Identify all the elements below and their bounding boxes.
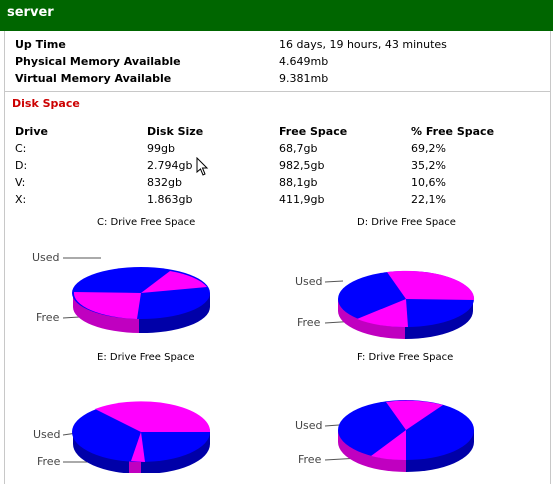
chart-d-title: D: Drive Free Space <box>357 217 456 228</box>
content-panel: Up Time 16 days, 19 hours, 43 minutes Ph… <box>4 31 551 484</box>
drive-cell: V: <box>15 176 26 189</box>
disk-space-title: Disk Space <box>12 97 80 110</box>
legend-used-label: Used <box>295 275 323 288</box>
mouse-cursor-icon <box>196 157 209 176</box>
virtual-memory-label: Virtual Memory Available <box>15 72 172 85</box>
percent-free-cell: 69,2% <box>411 142 446 155</box>
legend-used-label: Used <box>32 251 60 264</box>
chart-e-pie: Used Free <box>33 401 211 473</box>
legend-free-label: Free <box>37 455 61 468</box>
server-title: server <box>7 5 54 20</box>
section-divider <box>5 91 550 92</box>
uptime-value: 16 days, 19 hours, 43 minutes <box>279 38 447 51</box>
chart-e-title: E: Drive Free Space <box>97 352 195 363</box>
virtual-memory-value: 9.381mb <box>279 72 329 85</box>
col-free-space-header: Free Space <box>279 125 348 138</box>
legend-free-label: Free <box>36 311 60 324</box>
percent-free-cell: 10,6% <box>411 176 446 189</box>
disk-size-cell: 2.794gb <box>147 159 193 172</box>
pie-slice-free <box>95 401 211 432</box>
chart-d-pie: Used Free <box>295 270 475 339</box>
pie-slice-free <box>357 299 408 328</box>
chart-c-pie: Used Free <box>32 251 211 334</box>
window-header: server <box>0 0 553 31</box>
physical-memory-label: Physical Memory Available <box>15 55 181 68</box>
disk-size-cell: 1.863gb <box>147 193 193 206</box>
drive-cell: X: <box>15 193 27 206</box>
uptime-label: Up Time <box>15 38 66 51</box>
col-disk-size-header: Disk Size <box>147 125 204 138</box>
legend-free-label: Free <box>298 453 322 466</box>
free-space-cell: 411,9gb <box>279 193 325 206</box>
pie-slice-free <box>141 271 207 293</box>
chart-f-pie: Used Free <box>295 400 474 472</box>
free-space-cell: 88,1gb <box>279 176 318 189</box>
legend-free-label: Free <box>297 316 321 329</box>
legend-used-label: Used <box>295 419 323 432</box>
legend-used-line <box>324 280 344 283</box>
col-drive-header: Drive <box>15 125 48 138</box>
chart-c-title: C: Drive Free Space <box>97 217 196 228</box>
pie-slice-free <box>73 292 141 319</box>
free-space-cell: 982,5gb <box>279 159 325 172</box>
physical-memory-value: 4.649mb <box>279 55 329 68</box>
percent-free-cell: 22,1% <box>411 193 446 206</box>
drive-cell: C: <box>15 142 27 155</box>
legend-used-label: Used <box>33 428 61 441</box>
pie-slice-free <box>131 432 145 462</box>
pie-slice-free <box>386 400 443 430</box>
drive-cell: D: <box>15 159 28 172</box>
disk-size-cell: 99gb <box>147 142 175 155</box>
pie-slice-free <box>371 430 406 461</box>
legend-used-line <box>324 424 340 427</box>
chart-f-title: F: Drive Free Space <box>357 352 454 363</box>
free-space-cell: 68,7gb <box>279 142 318 155</box>
disk-size-cell: 832gb <box>147 176 182 189</box>
col-percent-free-header: % Free Space <box>411 125 495 138</box>
percent-free-cell: 35,2% <box>411 159 446 172</box>
pie-slice-free <box>387 270 475 300</box>
